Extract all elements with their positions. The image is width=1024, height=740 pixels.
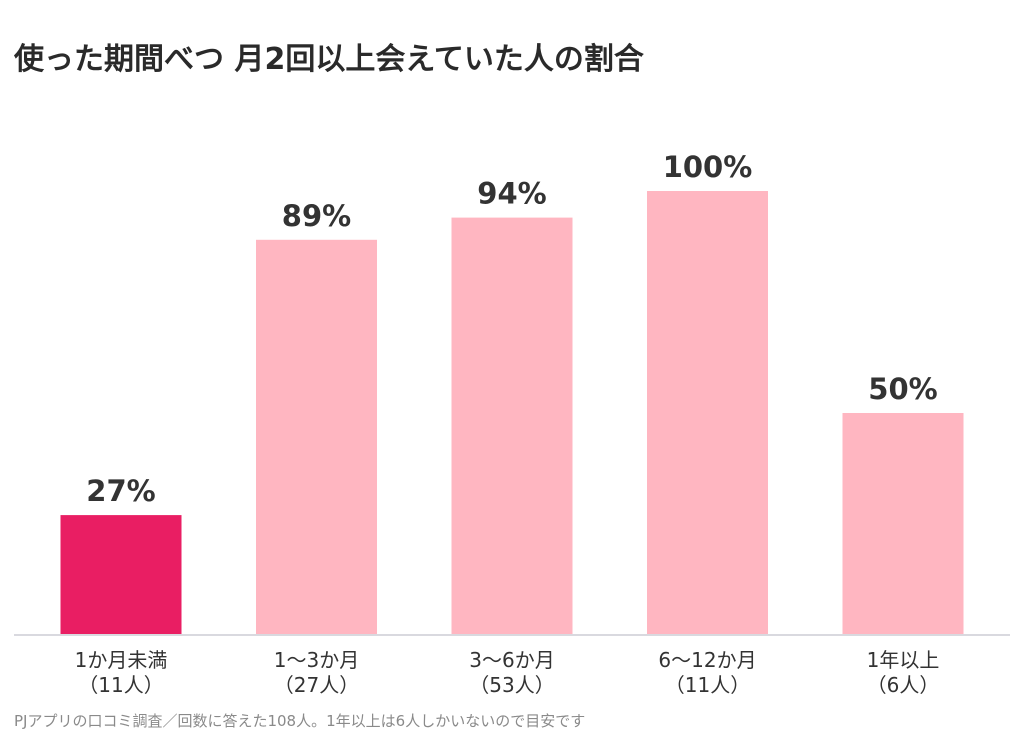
category-count-1: （11人） bbox=[78, 673, 163, 697]
value-label-5: 50% bbox=[868, 372, 937, 406]
category-count-5: （6人） bbox=[867, 673, 940, 697]
category-label-1: 1か月未満 bbox=[75, 648, 168, 672]
value-label-1: 27% bbox=[86, 474, 155, 508]
category-count-2: （27人） bbox=[274, 673, 359, 697]
bar-3 bbox=[451, 217, 573, 635]
bar-2 bbox=[256, 239, 377, 636]
bar-1 bbox=[60, 515, 182, 635]
category-count-3: （53人） bbox=[469, 673, 554, 697]
value-label-3: 94% bbox=[477, 177, 546, 211]
category-label-3: 3〜6か月 bbox=[469, 648, 554, 672]
category-label-5: 1年以上 bbox=[867, 648, 940, 672]
bar-5 bbox=[842, 413, 964, 635]
chart-title: 使った期間べつ 月2回以上会えていた人の割合 bbox=[14, 42, 644, 77]
category-label-2: 1〜3か月 bbox=[274, 648, 359, 672]
bar-4 bbox=[647, 191, 768, 635]
labels-group: 27%1か月未満（11人）89%1〜3か月（27人）94%3〜6か月（53人）1… bbox=[75, 150, 940, 697]
chart-footnote: PJアプリの口コミ調査／回数に答えた108人。1年以上は6人しかいないので目安で… bbox=[14, 712, 586, 730]
value-label-2: 89% bbox=[282, 199, 351, 233]
bars-group bbox=[60, 191, 964, 636]
category-count-4: （11人） bbox=[665, 673, 750, 697]
value-label-4: 100% bbox=[663, 150, 753, 184]
category-label-4: 6〜12か月 bbox=[658, 648, 756, 672]
